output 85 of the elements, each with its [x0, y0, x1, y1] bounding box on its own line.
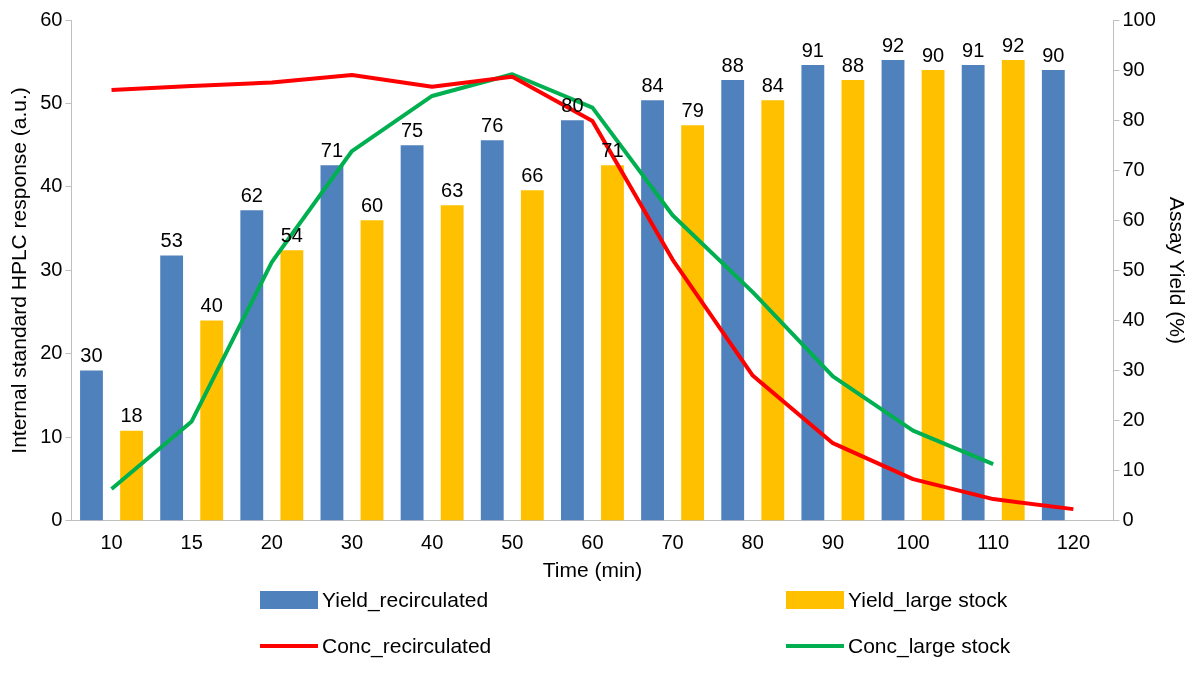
y-tick-label: 10	[40, 424, 63, 447]
bar	[80, 370, 103, 521]
x-tick-label: 10	[100, 531, 123, 554]
bar	[721, 80, 745, 521]
legend-label: Yield_large stock	[848, 588, 1008, 612]
x-tick-label: 50	[501, 531, 524, 554]
data-label: 91	[801, 38, 824, 61]
y2-tick-label: 30	[1122, 358, 1145, 381]
y2-axis-title: Assay Yield (%)	[1165, 196, 1189, 344]
data-label: 76	[481, 113, 504, 136]
bar	[681, 125, 705, 521]
data-label: 18	[120, 404, 143, 427]
bar	[761, 100, 785, 521]
bar	[400, 145, 424, 521]
y-tick-label: 60	[40, 7, 63, 30]
y2-tick-label: 10	[1122, 458, 1145, 481]
data-label: 84	[761, 73, 784, 96]
legend-label: Conc_large stock	[848, 634, 1011, 658]
data-label: 63	[441, 178, 464, 201]
bar	[240, 210, 264, 521]
y2-tick-label: 50	[1122, 257, 1145, 280]
bar	[601, 165, 624, 521]
x-tick-label: 120	[1056, 531, 1091, 554]
y2-tick-label: 70	[1122, 157, 1145, 180]
bar	[841, 80, 865, 521]
legend-label: Conc_recirculated	[322, 634, 492, 658]
bar	[801, 65, 825, 521]
bar	[160, 255, 184, 521]
data-label: 79	[681, 98, 704, 121]
data-label: 62	[240, 183, 263, 206]
data-label: 91	[962, 38, 985, 61]
data-label: 75	[400, 118, 424, 141]
data-label: 40	[200, 294, 223, 316]
data-label: 90	[1042, 43, 1065, 66]
x-tick-label: 60	[581, 531, 604, 554]
data-label: 66	[521, 163, 544, 186]
x-tick-label: 30	[340, 531, 364, 554]
data-label: 92	[1002, 33, 1025, 56]
x-tick-label: 70	[661, 531, 684, 554]
legend-label: Yield_recirculated	[322, 588, 489, 612]
bar	[881, 60, 905, 521]
y2-tick-label: 0	[1122, 508, 1134, 531]
bar	[921, 70, 945, 521]
bar	[440, 205, 464, 521]
bar	[520, 190, 544, 521]
x-tick-label: 80	[741, 531, 764, 554]
bar	[480, 140, 504, 521]
data-label: 71	[320, 138, 344, 161]
bar	[1001, 60, 1025, 521]
data-label: 53	[160, 228, 183, 251]
y-tick-label: 30	[40, 257, 63, 280]
x-tick-label: 40	[421, 531, 444, 554]
y2-tick-label: 20	[1122, 408, 1145, 431]
data-label: 90	[921, 43, 945, 66]
bar	[120, 430, 143, 521]
x-tick-label: 110	[977, 531, 1010, 554]
x-tick-label: 100	[896, 531, 930, 554]
y2-tick-label: 80	[1122, 107, 1145, 130]
bar	[961, 65, 985, 521]
data-label: 60	[360, 193, 384, 216]
y2-tick-label: 90	[1122, 57, 1145, 80]
data-label: 84	[641, 73, 664, 96]
data-label: 88	[841, 53, 865, 76]
x-tick-label: 20	[260, 531, 283, 554]
bar	[200, 320, 224, 521]
y2-tick-label: 40	[1122, 308, 1145, 330]
bar	[280, 250, 304, 521]
y-tick-label: 40	[40, 174, 63, 197]
bar	[360, 220, 384, 521]
data-label: 30	[80, 344, 103, 367]
bar	[641, 100, 664, 521]
bar	[1041, 70, 1065, 521]
data-label: 92	[881, 33, 905, 56]
y2-tick-label: 60	[1122, 207, 1145, 230]
y-tick-label: 50	[40, 90, 63, 113]
bar	[320, 165, 344, 521]
bar	[560, 120, 584, 521]
y2-tick-label: 100	[1122, 7, 1156, 30]
x-tick-label: 90	[821, 531, 845, 554]
data-label: 88	[721, 53, 744, 76]
y-tick-label: 20	[40, 341, 63, 364]
y-axis-title: Internal standard HPLC response (a.u.)	[7, 87, 31, 454]
y-tick-label: 0	[51, 508, 63, 531]
x-tick-label: 15	[180, 531, 203, 554]
x-axis-title: Time (min)	[542, 558, 643, 582]
